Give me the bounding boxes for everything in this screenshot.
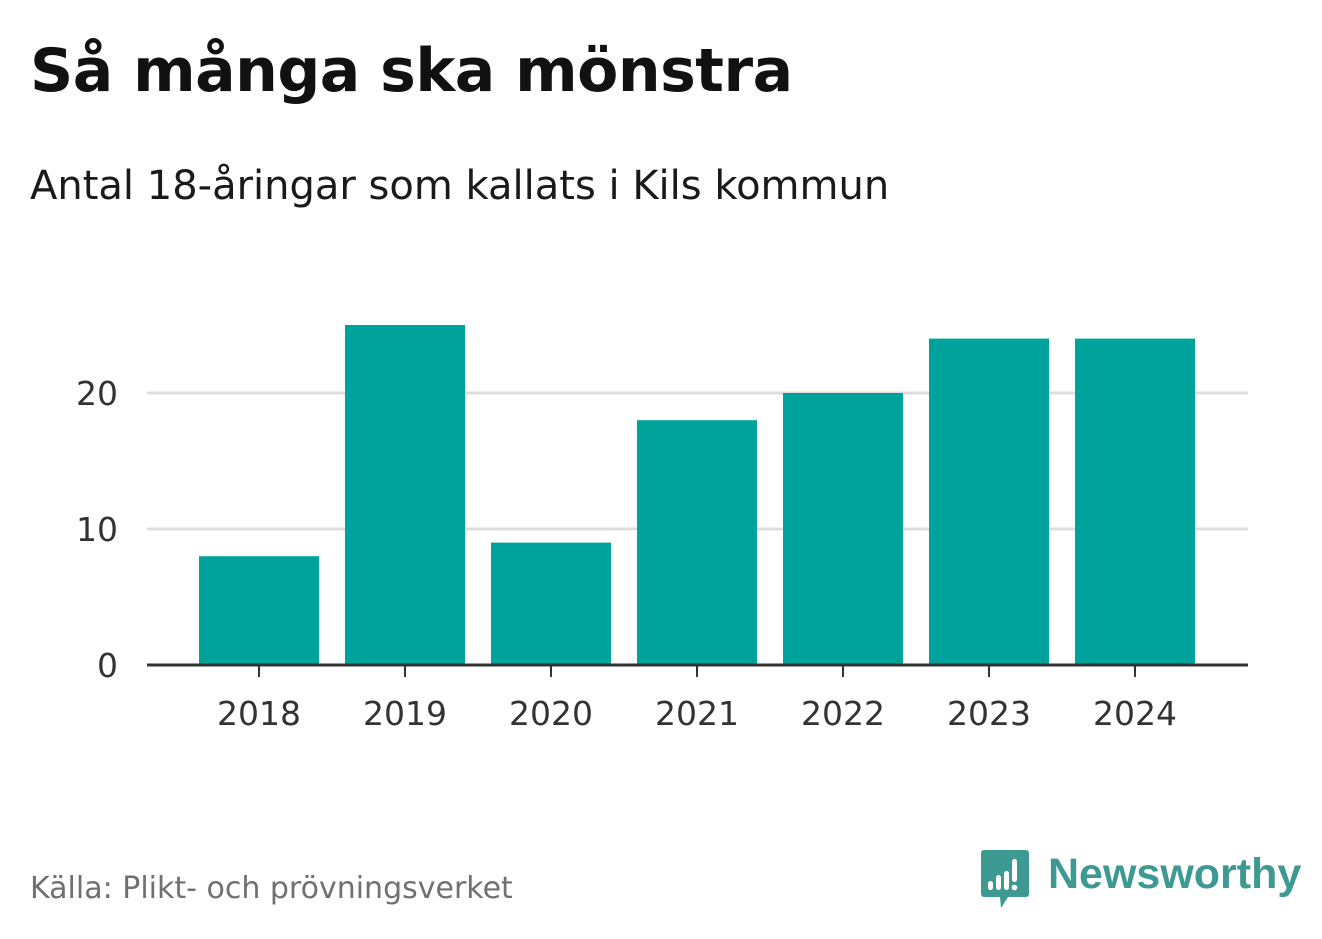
- y-tick-label: 0: [97, 646, 118, 685]
- x-tick-label: 2020: [509, 694, 593, 733]
- newsworthy-logo-icon: [981, 850, 1029, 908]
- brand-name: Newsworthy: [1048, 850, 1302, 898]
- x-tick-label: 2022: [801, 694, 885, 733]
- x-tick-label: 2024: [1093, 694, 1177, 733]
- y-tick-label: 20: [76, 374, 118, 413]
- brand-logo: Newsworthy: [980, 848, 1301, 910]
- chart-subtitle: Antal 18-åringar som kallats i Kils komm…: [30, 163, 890, 209]
- axes: 0 10 20 2018 2019 2020 2021 2022 2023 2024: [76, 374, 1248, 733]
- bar-2021: [637, 420, 757, 665]
- bar-2018: [199, 556, 319, 665]
- bar-2020: [491, 542, 611, 665]
- x-tick-label: 2023: [947, 694, 1031, 733]
- bar-2024: [1075, 338, 1195, 665]
- y-tick-label: 10: [76, 510, 118, 549]
- chart-title: Så många ska mönstra: [30, 36, 793, 106]
- x-tick-label: 2019: [363, 694, 447, 733]
- bar-2022: [783, 393, 903, 665]
- x-tick-label: 2021: [655, 694, 739, 733]
- bar-2019: [345, 325, 465, 665]
- bars: [199, 325, 1195, 665]
- bar-2023: [929, 338, 1049, 665]
- x-tick-label: 2018: [217, 694, 301, 733]
- source-note: Källa: Plikt- och prövningsverket: [30, 871, 513, 906]
